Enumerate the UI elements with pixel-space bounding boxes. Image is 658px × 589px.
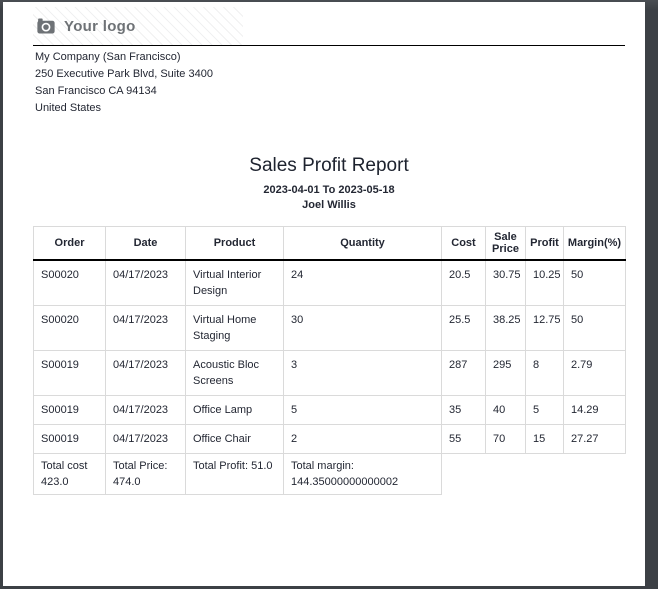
cell-margin: 14.29 [563, 395, 626, 425]
company-address-line2: San Francisco CA 94134 [35, 85, 157, 97]
company-block: My Company (San Francisco) 250 Executive… [33, 49, 625, 117]
table-header-row: Order Date Product Quantity Cost Sale Price Pr… [33, 226, 626, 261]
column-header-cost: Cost [441, 226, 486, 261]
company-country: United States [35, 102, 102, 114]
table-body: S00020 04/17/2023 Virtual Interior Design 2… [33, 259, 626, 454]
cell-margin: 2.79 [563, 350, 626, 396]
company-address-line1: 250 Executive Park Blvd, Suite 3400 [35, 68, 213, 80]
cell-sale-price: 30.75 [485, 259, 526, 306]
cell-sale-price: 40 [485, 395, 526, 425]
table-row: S00020 04/17/2023 Virtual Home Staging 30 25… [33, 305, 626, 351]
cell-sale-price: 295 [485, 350, 526, 396]
column-header-sale-price: Sale Price [485, 226, 526, 261]
cell-profit: 12.75 [525, 305, 564, 351]
cell-quantity: 5 [283, 395, 442, 425]
company-name: My Company (San Francisco) [35, 51, 181, 63]
cell-quantity: 30 [283, 305, 442, 351]
table-row: S00019 04/17/2023 Office Lamp 5 35 40 5 14.29 [33, 395, 626, 425]
table-row: S00019 04/17/2023 Office Chair 2 55 70 15 27.27 [33, 424, 626, 454]
column-header-date: Date [105, 226, 186, 261]
total-price-cell: Total Price: 474.0 [105, 453, 186, 495]
cell-sale-price: 38.25 [485, 305, 526, 351]
cell-quantity: 2 [283, 424, 442, 454]
cell-order: S00019 [33, 424, 106, 454]
total-profit-cell: Total Profit: 51.0 [185, 453, 284, 495]
column-header-order: Order [33, 226, 106, 261]
cell-product: Office Lamp [185, 395, 284, 425]
column-header-product: Product [185, 226, 284, 261]
column-header-margin: Margin(%) [563, 226, 626, 261]
cell-cost: 20.5 [441, 259, 486, 306]
logo-label: Your logo [64, 17, 136, 35]
cell-cost: 287 [441, 350, 486, 396]
cell-product: Acoustic Bloc Screens [185, 350, 284, 396]
total-cost-cell: Total cost 423.0 [33, 453, 106, 495]
report-header: Sales Profit Report 2023-04-01 To 2023-0… [33, 153, 625, 212]
cell-profit: 10.25 [525, 259, 564, 306]
table-totals-row: Total cost 423.0 Total Price: 474.0 Total … [33, 453, 626, 495]
report-page: Your logo My Company (San Francisco) 250… [3, 2, 645, 586]
header-divider [33, 45, 625, 46]
cell-order: S00020 [33, 305, 106, 351]
report-salesperson: Joel Willis [302, 199, 356, 211]
logo-placeholder: Your logo [33, 7, 243, 45]
column-header-profit: Profit [525, 226, 564, 261]
cell-date: 04/17/2023 [105, 395, 186, 425]
report-date-range: 2023-04-01 To 2023-05-18 [263, 184, 395, 196]
cell-margin: 27.27 [563, 424, 626, 454]
table-row: S00020 04/17/2023 Virtual Interior Design 2… [33, 259, 626, 306]
cell-product: Office Chair [185, 424, 284, 454]
cell-order: S00019 [33, 395, 106, 425]
cell-margin: 50 [563, 305, 626, 351]
totals-empty-area [442, 454, 626, 495]
camera-icon [37, 17, 55, 35]
report-title: Sales Profit Report [249, 155, 409, 176]
cell-quantity: 24 [283, 259, 442, 306]
cell-date: 04/17/2023 [105, 350, 186, 396]
cell-cost: 55 [441, 424, 486, 454]
cell-order: S00020 [33, 259, 106, 306]
cell-product: Virtual Home Staging [185, 305, 284, 351]
cell-profit: 15 [525, 424, 564, 454]
cell-cost: 25.5 [441, 305, 486, 351]
cell-profit: 5 [525, 395, 564, 425]
sales-profit-table: Order Date Product Quantity Cost Sale Price Pr… [33, 226, 626, 495]
cell-profit: 8 [525, 350, 564, 396]
cell-product: Virtual Interior Design [185, 259, 284, 306]
cell-cost: 35 [441, 395, 486, 425]
cell-date: 04/17/2023 [105, 259, 186, 306]
cell-date: 04/17/2023 [105, 305, 186, 351]
total-margin-cell: Total margin: 144.35000000000002 [283, 453, 442, 495]
cell-quantity: 3 [283, 350, 442, 396]
cell-sale-price: 70 [485, 424, 526, 454]
cell-margin: 50 [563, 259, 626, 306]
cell-order: S00019 [33, 350, 106, 396]
table-row: S00019 04/17/2023 Acoustic Bloc Screens 3 28… [33, 350, 626, 396]
column-header-quantity: Quantity [283, 226, 442, 261]
cell-date: 04/17/2023 [105, 424, 186, 454]
